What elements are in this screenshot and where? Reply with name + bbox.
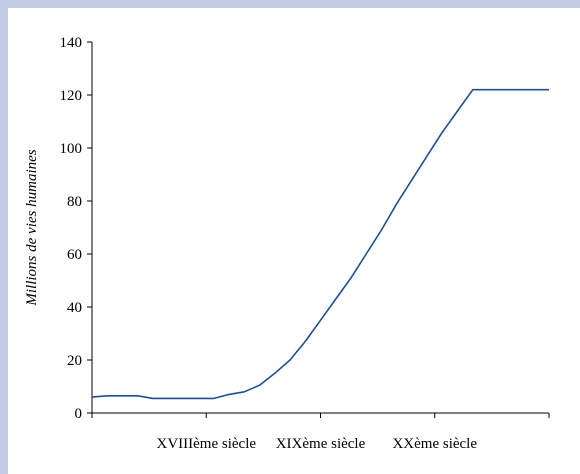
x-category-label: XXème siècle: [392, 436, 477, 452]
x-axis-ticks: [91, 413, 550, 418]
y-tick-label: 140: [60, 35, 83, 51]
y-axis-label: Millions de vies humaines: [24, 149, 40, 306]
line-chart: 0 20 40 60 80 100 120 140 XVIIIème siècle XIXème…: [24, 35, 550, 452]
y-tick-label: 20: [67, 353, 82, 369]
y-tick-label: 0: [75, 406, 83, 422]
y-axis-ticks: 0 20 40 60 80 100 120 140: [60, 35, 92, 422]
y-tick-label: 120: [60, 88, 83, 104]
y-tick-label: 100: [60, 141, 83, 157]
series-line: [91, 88, 549, 400]
y-tick-label: 60: [67, 247, 82, 263]
chart-panel: 0 20 40 60 80 100 120 140 XVIIIème siècle XIXème…: [8, 8, 580, 474]
y-tick-label: 80: [67, 194, 82, 210]
x-category-label: XIXème siècle: [276, 436, 366, 452]
x-axis-labels: XVIIIème siècle XIXème siècle XXème siècle: [156, 436, 477, 452]
y-tick-label: 40: [67, 300, 82, 316]
x-category-label: XVIIIème siècle: [156, 436, 256, 452]
